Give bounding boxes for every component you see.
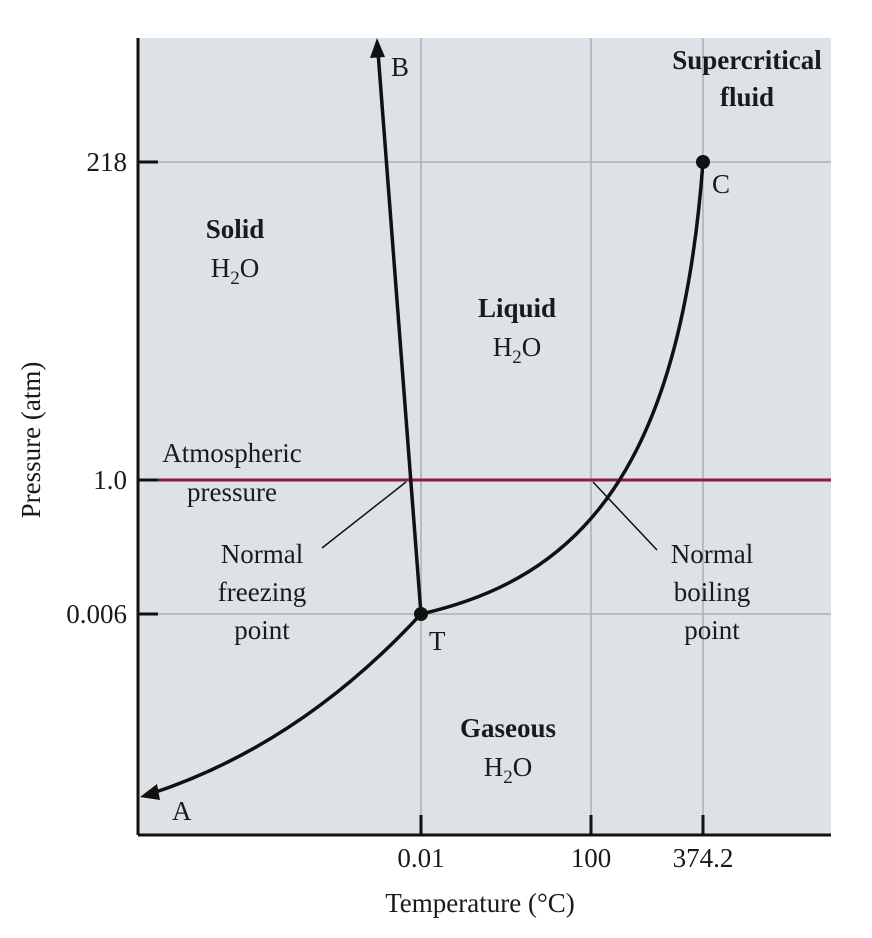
boiling-leader-line [592, 481, 658, 551]
y-tick-label-218: 218 [87, 147, 128, 177]
melting-curve [376, 51, 423, 615]
x-axis-title: Temperature (°C) [385, 888, 575, 918]
atmospheric-label-line1: Atmospheric [162, 438, 301, 468]
freezing-label-line2: freezing [218, 577, 306, 607]
label-C: C [712, 169, 730, 199]
freezing-leader-line [321, 481, 407, 549]
y-axis-title: Pressure (atm) [16, 362, 46, 519]
plot-area [138, 38, 831, 835]
triple-point-T [414, 607, 428, 621]
arrow-A [140, 784, 160, 800]
gas-region-name: Gaseous [460, 713, 556, 743]
boiling-label-line3: point [684, 615, 740, 645]
arrow-B [370, 38, 385, 58]
y-tick-label-0.006: 0.006 [66, 599, 127, 629]
label-B: B [391, 52, 409, 82]
x-tick-label-0.01: 0.01 [397, 843, 444, 873]
supercritical-line2: fluid [720, 82, 774, 112]
supercritical-line1: Supercritical [672, 45, 822, 75]
gas-region-formula: H2O [484, 752, 533, 788]
vaporization-curve [420, 161, 705, 616]
y-tick-label-1: 1.0 [93, 465, 127, 495]
boiling-label-line1: Normal [671, 539, 753, 569]
solid-region-formula: H2O [211, 253, 260, 289]
liquid-region-name: Liquid [478, 293, 556, 323]
x-tick-label-374: 374.2 [673, 843, 734, 873]
label-A: A [172, 796, 192, 826]
critical-point-C [696, 155, 710, 169]
label-T: T [429, 626, 446, 656]
tick-marks [138, 160, 705, 835]
liquid-region-formula: H2O [493, 332, 542, 368]
x-tick-label-100: 100 [571, 843, 612, 873]
freezing-label-line3: point [234, 615, 290, 645]
sublimation-curve [149, 612, 423, 796]
freezing-label-line1: Normal [221, 539, 303, 569]
solid-region-name: Solid [206, 214, 265, 244]
boiling-label-line2: boiling [674, 577, 751, 607]
atmospheric-label-line2: pressure [187, 477, 277, 507]
